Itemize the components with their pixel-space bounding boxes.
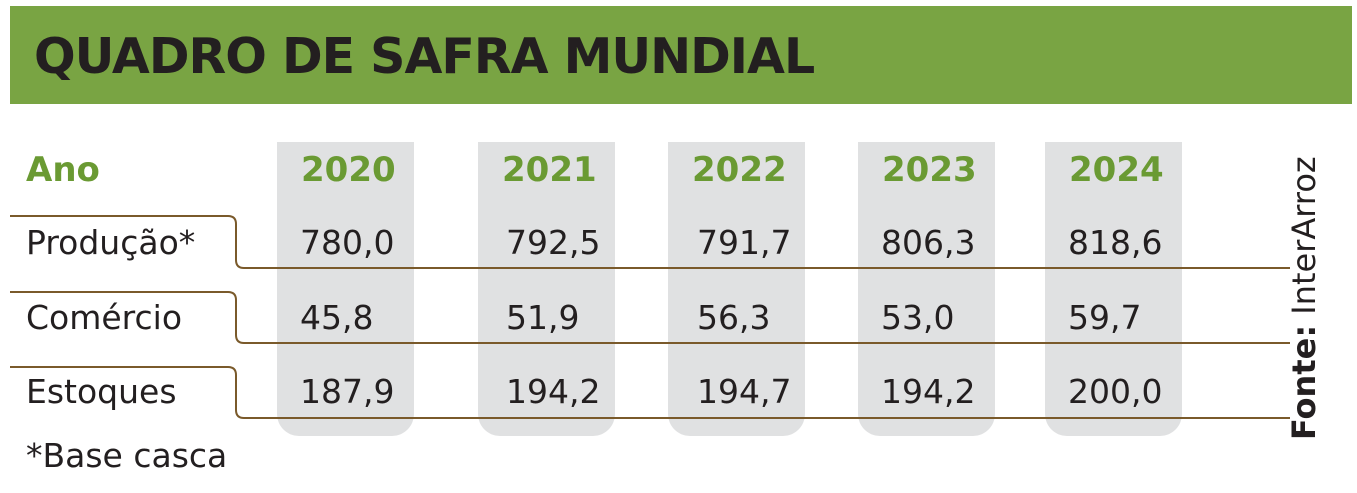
table-cell: 194,2 [881,372,976,411]
table-cell: 51,9 [506,298,580,337]
title-banner: QUADRO DE SAFRA MUNDIAL [10,6,1352,104]
year-header: 2020 [301,150,396,190]
table-cell: 818,6 [1068,223,1163,262]
row-label: Comércio [26,298,183,337]
table-cell: 194,7 [697,372,792,411]
column-background [478,142,615,436]
table-cell: 194,2 [506,372,601,411]
column-background [277,142,414,436]
column-background [668,142,805,436]
row-divider [10,215,1290,269]
row-divider [10,291,1290,344]
year-header-label: Ano [26,150,100,190]
table-cell: 780,0 [300,223,395,262]
column-background [1045,142,1182,436]
table-cell: 806,3 [881,223,976,262]
row-label: Estoques [26,372,177,411]
page-title: QUADRO DE SAFRA MUNDIAL [34,28,815,85]
table-cell: 791,7 [697,223,792,262]
table-cell: 200,0 [1068,372,1163,411]
source-name: InterArroz [1285,156,1323,315]
year-header: 2023 [882,150,977,190]
year-header: 2022 [692,150,787,190]
table-cell: 53,0 [881,298,955,337]
table-cell: 45,8 [300,298,374,337]
source-credit: Fonte: InterArroz [1285,156,1323,440]
row-label: Produção* [26,223,196,262]
footnote: *Base casca [26,436,228,475]
row-divider [10,366,1290,419]
table-cell: 187,9 [300,372,395,411]
column-background [858,142,995,436]
source-label: Fonte: [1285,324,1323,440]
year-header: 2024 [1069,150,1164,190]
table-cell: 59,7 [1068,298,1142,337]
table-cell: 792,5 [506,223,601,262]
year-header: 2021 [502,150,597,190]
table-cell: 56,3 [697,298,771,337]
